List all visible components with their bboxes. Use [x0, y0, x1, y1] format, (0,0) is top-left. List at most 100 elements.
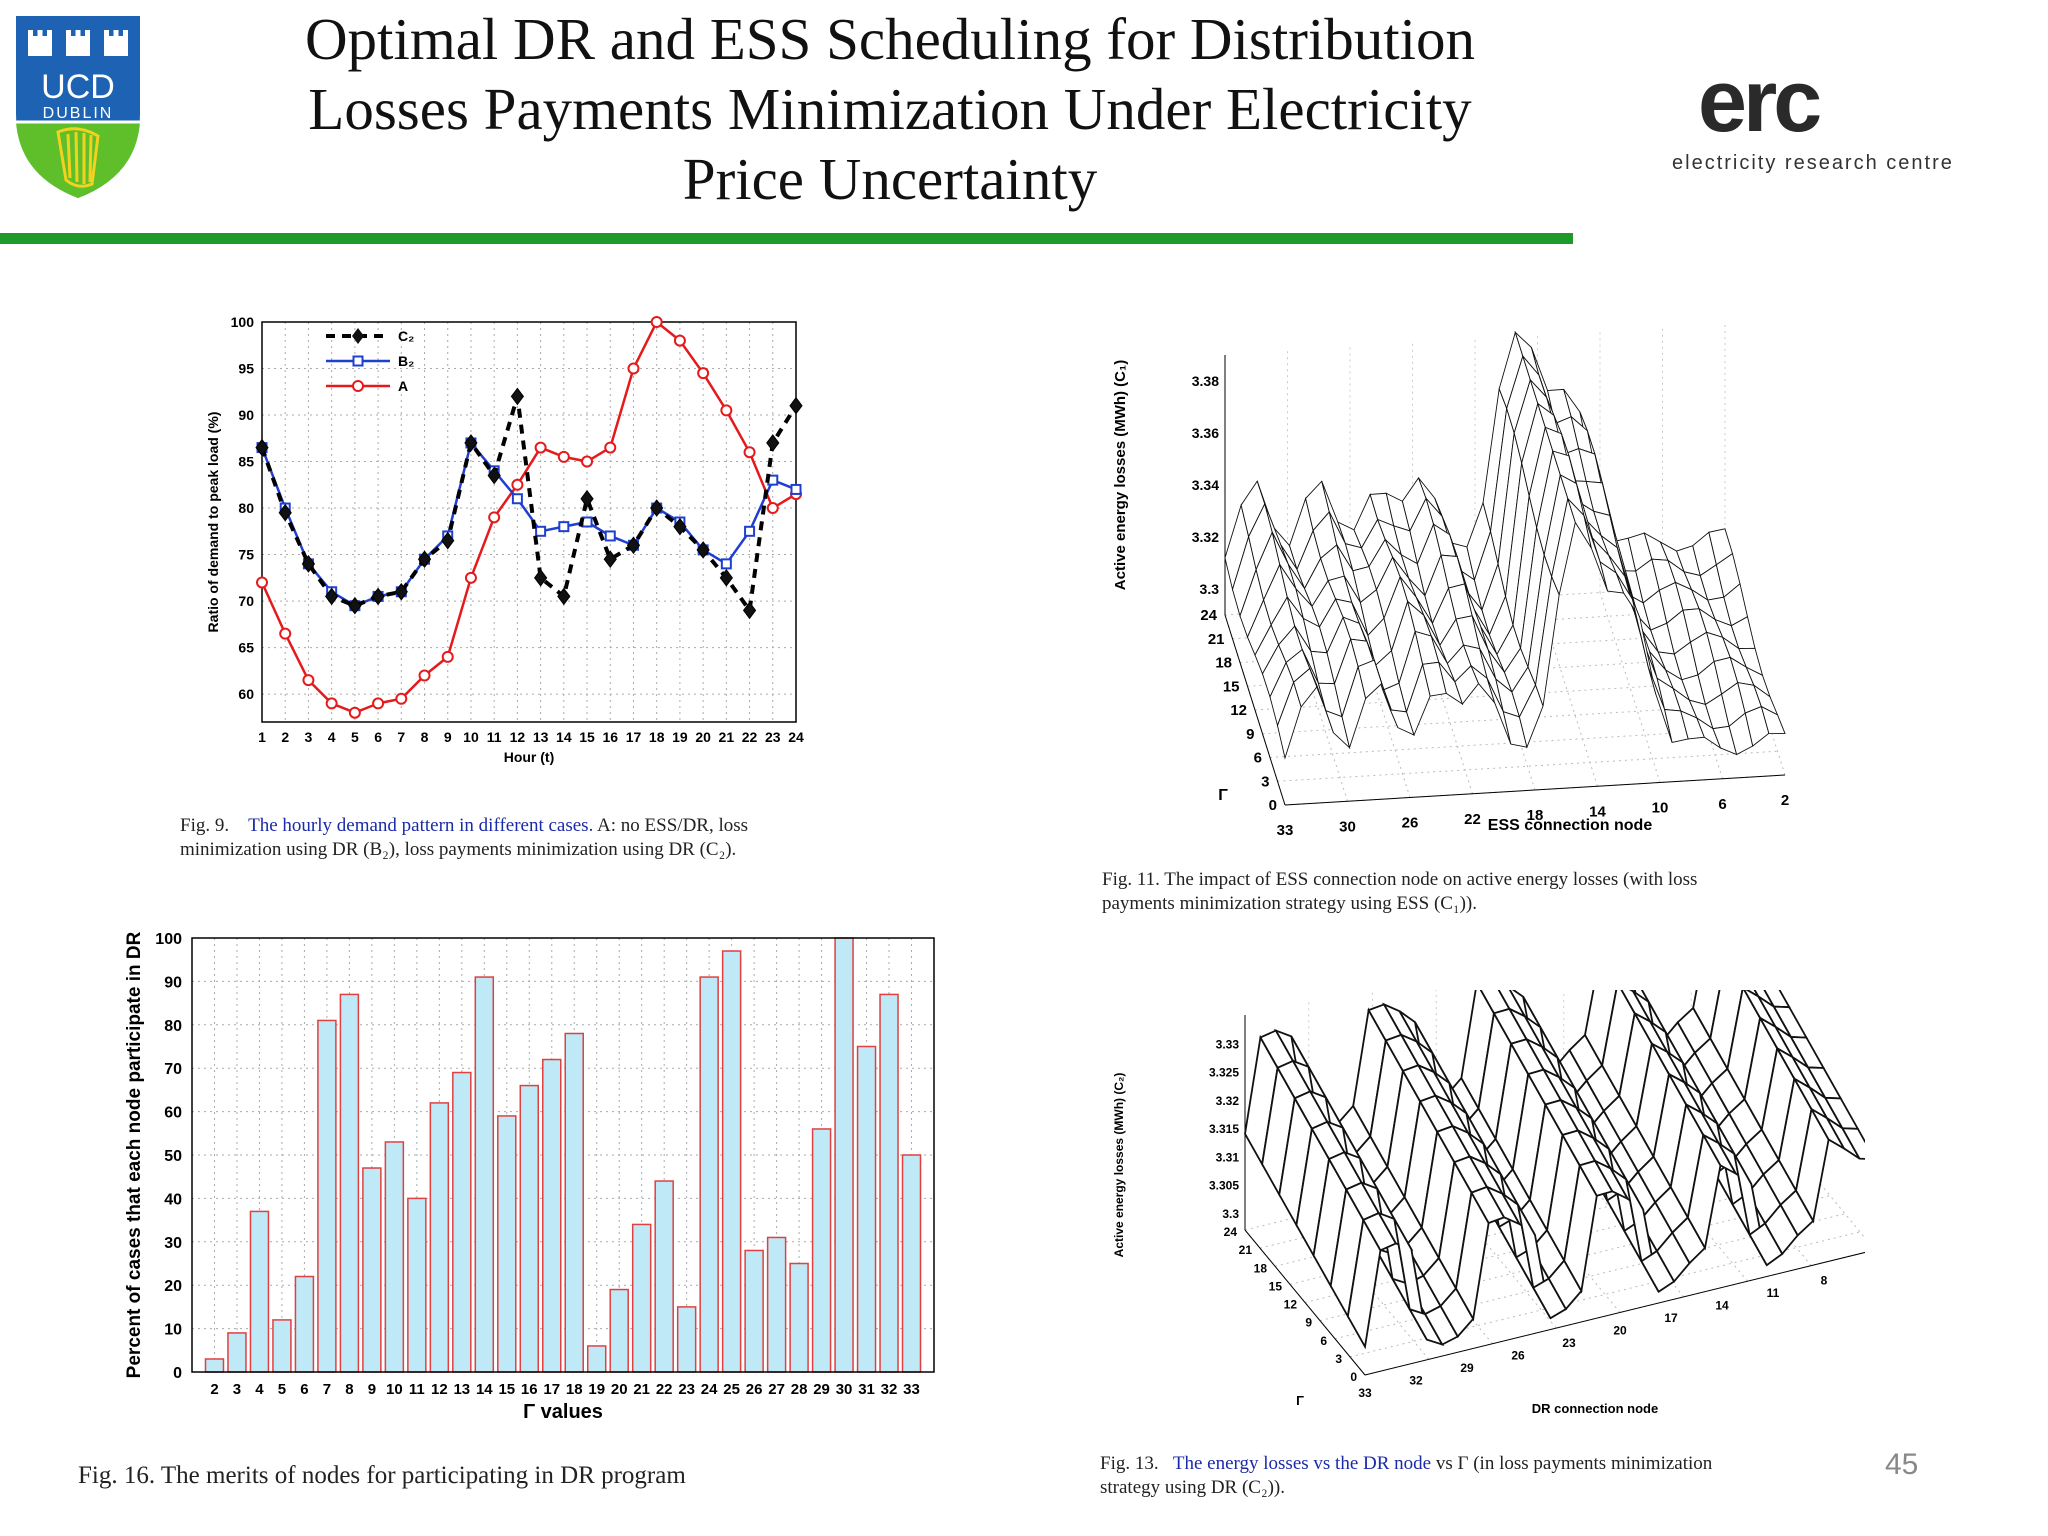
y-tick-label: 18 [1215, 655, 1232, 672]
x-tick-label: 22 [742, 729, 758, 745]
legend-label: B₂ [398, 353, 414, 369]
x-tick-label: 10 [463, 729, 479, 745]
x-tick-label: 21 [633, 1381, 650, 1398]
x-tick-label: 26 [1511, 1349, 1525, 1363]
legend-marker [352, 380, 364, 392]
y-tick-label: 10 [164, 1322, 182, 1339]
x-tick-label: 32 [881, 1381, 898, 1398]
x-tick-label: 14 [476, 1381, 493, 1398]
x-tick-label: 6 [374, 729, 382, 745]
fig11-caption: Fig. 11. The impact of ESS connection no… [1102, 868, 1862, 916]
x-tick-label: 14 [1715, 1299, 1729, 1313]
legend-label: C₂ [398, 328, 414, 344]
y-tick-label: 0 [173, 1365, 182, 1382]
y-tick-label: 65 [238, 640, 254, 656]
x-tick-label: 3 [305, 729, 313, 745]
fig13-caption-title: The energy losses vs the DR node [1172, 1453, 1432, 1474]
x-tick-label: 29 [1460, 1361, 1474, 1375]
fig13-caption: Fig. 13. The energy losses vs the DR nod… [1100, 1452, 1860, 1500]
legend-marker [352, 355, 364, 367]
fig9-caption-label: Fig. 9. [180, 815, 230, 836]
y-tick-label: 12 [1284, 1298, 1298, 1312]
data-point-a [720, 404, 733, 417]
data-point-b2 [720, 558, 732, 570]
data-point-c2 [417, 550, 432, 569]
bar [654, 1180, 674, 1373]
x-tick-label: 8 [421, 729, 429, 745]
header-divider [0, 233, 1573, 244]
y-tick-label: 24 [1224, 1225, 1238, 1239]
data-point-b2 [535, 525, 547, 537]
x-tick-label: 17 [626, 729, 642, 745]
z-tick-label: 3.305 [1209, 1179, 1239, 1193]
y-tick-label: 0 [1269, 797, 1277, 814]
data-point-a [673, 334, 686, 347]
data-point-a [697, 367, 710, 380]
z-axis-label: Active energy losses (MWh) (C₁) [1112, 360, 1129, 590]
data-point-c2 [719, 568, 733, 587]
data-point-b2 [790, 483, 802, 495]
surface-facet [1760, 705, 1786, 734]
legend-marker [352, 328, 364, 344]
bar [407, 1197, 427, 1373]
x-tick-label: 31 [858, 1381, 875, 1398]
data-point-c2 [371, 587, 385, 606]
x-tick-label: 26 [746, 1381, 763, 1398]
y-tick-label: 9 [1246, 726, 1254, 743]
data-point-a [534, 441, 547, 454]
fig11-surface-chart: 33 30 26 22 18 14 10 6 2036912151821243.33.323.3… [1112, 325, 1789, 839]
data-point-c2 [789, 396, 803, 415]
x-tick-label: 11 [409, 1381, 425, 1398]
y-tick-label: 70 [238, 593, 254, 609]
y-tick-label: 3 [1335, 1352, 1342, 1366]
bar [721, 950, 742, 1373]
data-point-a [372, 697, 385, 710]
y-axis [1244, 1229, 1366, 1376]
x-tick-label: 25 [723, 1381, 740, 1398]
data-point-a [581, 455, 594, 468]
x-tick-label: 30 [1339, 818, 1356, 835]
x-tick-label: 20 [1613, 1324, 1627, 1338]
fig16-caption: Fig. 16. The merits of nodes for partici… [78, 1462, 686, 1489]
fig9-caption-line2: minimization using DR (B₂), loss payment… [180, 839, 737, 860]
y-tick-label: 15 [1223, 678, 1240, 695]
bar [901, 1154, 922, 1373]
fig9-caption-title: The hourly demand pattern in different c… [248, 815, 594, 836]
x-tick-label: 20 [695, 729, 711, 745]
x-tick-label: 33 [1358, 1386, 1372, 1400]
data-point-c2 [441, 531, 455, 550]
data-point-c2 [533, 568, 548, 587]
x-tick-label: 14 [556, 729, 572, 745]
x-tick-label: 15 [498, 1381, 515, 1398]
y-tick-label: 80 [164, 1018, 182, 1035]
y-axis-label: Percent of cases that each node particip… [124, 931, 145, 1378]
data-point-a [256, 576, 268, 589]
x-tick-label: 10 [1652, 800, 1669, 817]
x-tick-label: 10 [386, 1381, 403, 1398]
x-axis [1284, 774, 1786, 806]
bar [317, 1019, 337, 1373]
data-point-a [441, 650, 454, 663]
data-point-c2 [766, 434, 780, 452]
y-tick-label: 85 [238, 454, 254, 470]
title-line-1: Optimal DR and ESS Scheduling for Distri… [304, 6, 1476, 72]
bar [811, 1128, 832, 1373]
x-axis-label: Γ values [523, 1401, 603, 1423]
data-point-a [766, 502, 779, 515]
x-tick-label: 18 [649, 729, 665, 745]
y-tick-label: 80 [238, 500, 254, 516]
z-tick-label: 3.3 [1222, 1207, 1239, 1221]
data-point-b2 [744, 525, 756, 537]
page-number: 45 [1885, 1448, 1919, 1481]
data-point-a [627, 362, 640, 375]
x-tick-label: 3 [233, 1381, 241, 1398]
y-axis-label: Ratio of demand to peak load (%) [205, 412, 221, 633]
data-point-c2 [301, 555, 316, 573]
y-tick-label: 21 [1239, 1243, 1253, 1257]
x-tick-label: 22 [656, 1381, 673, 1398]
data-point-a [325, 697, 338, 710]
x-tick-label: 7 [397, 729, 405, 745]
z-tick-label: 3.38 [1192, 373, 1219, 389]
fig9-caption-rest: A: no ESS/DR, loss [593, 815, 749, 836]
y-tick-label: 60 [164, 1105, 182, 1122]
